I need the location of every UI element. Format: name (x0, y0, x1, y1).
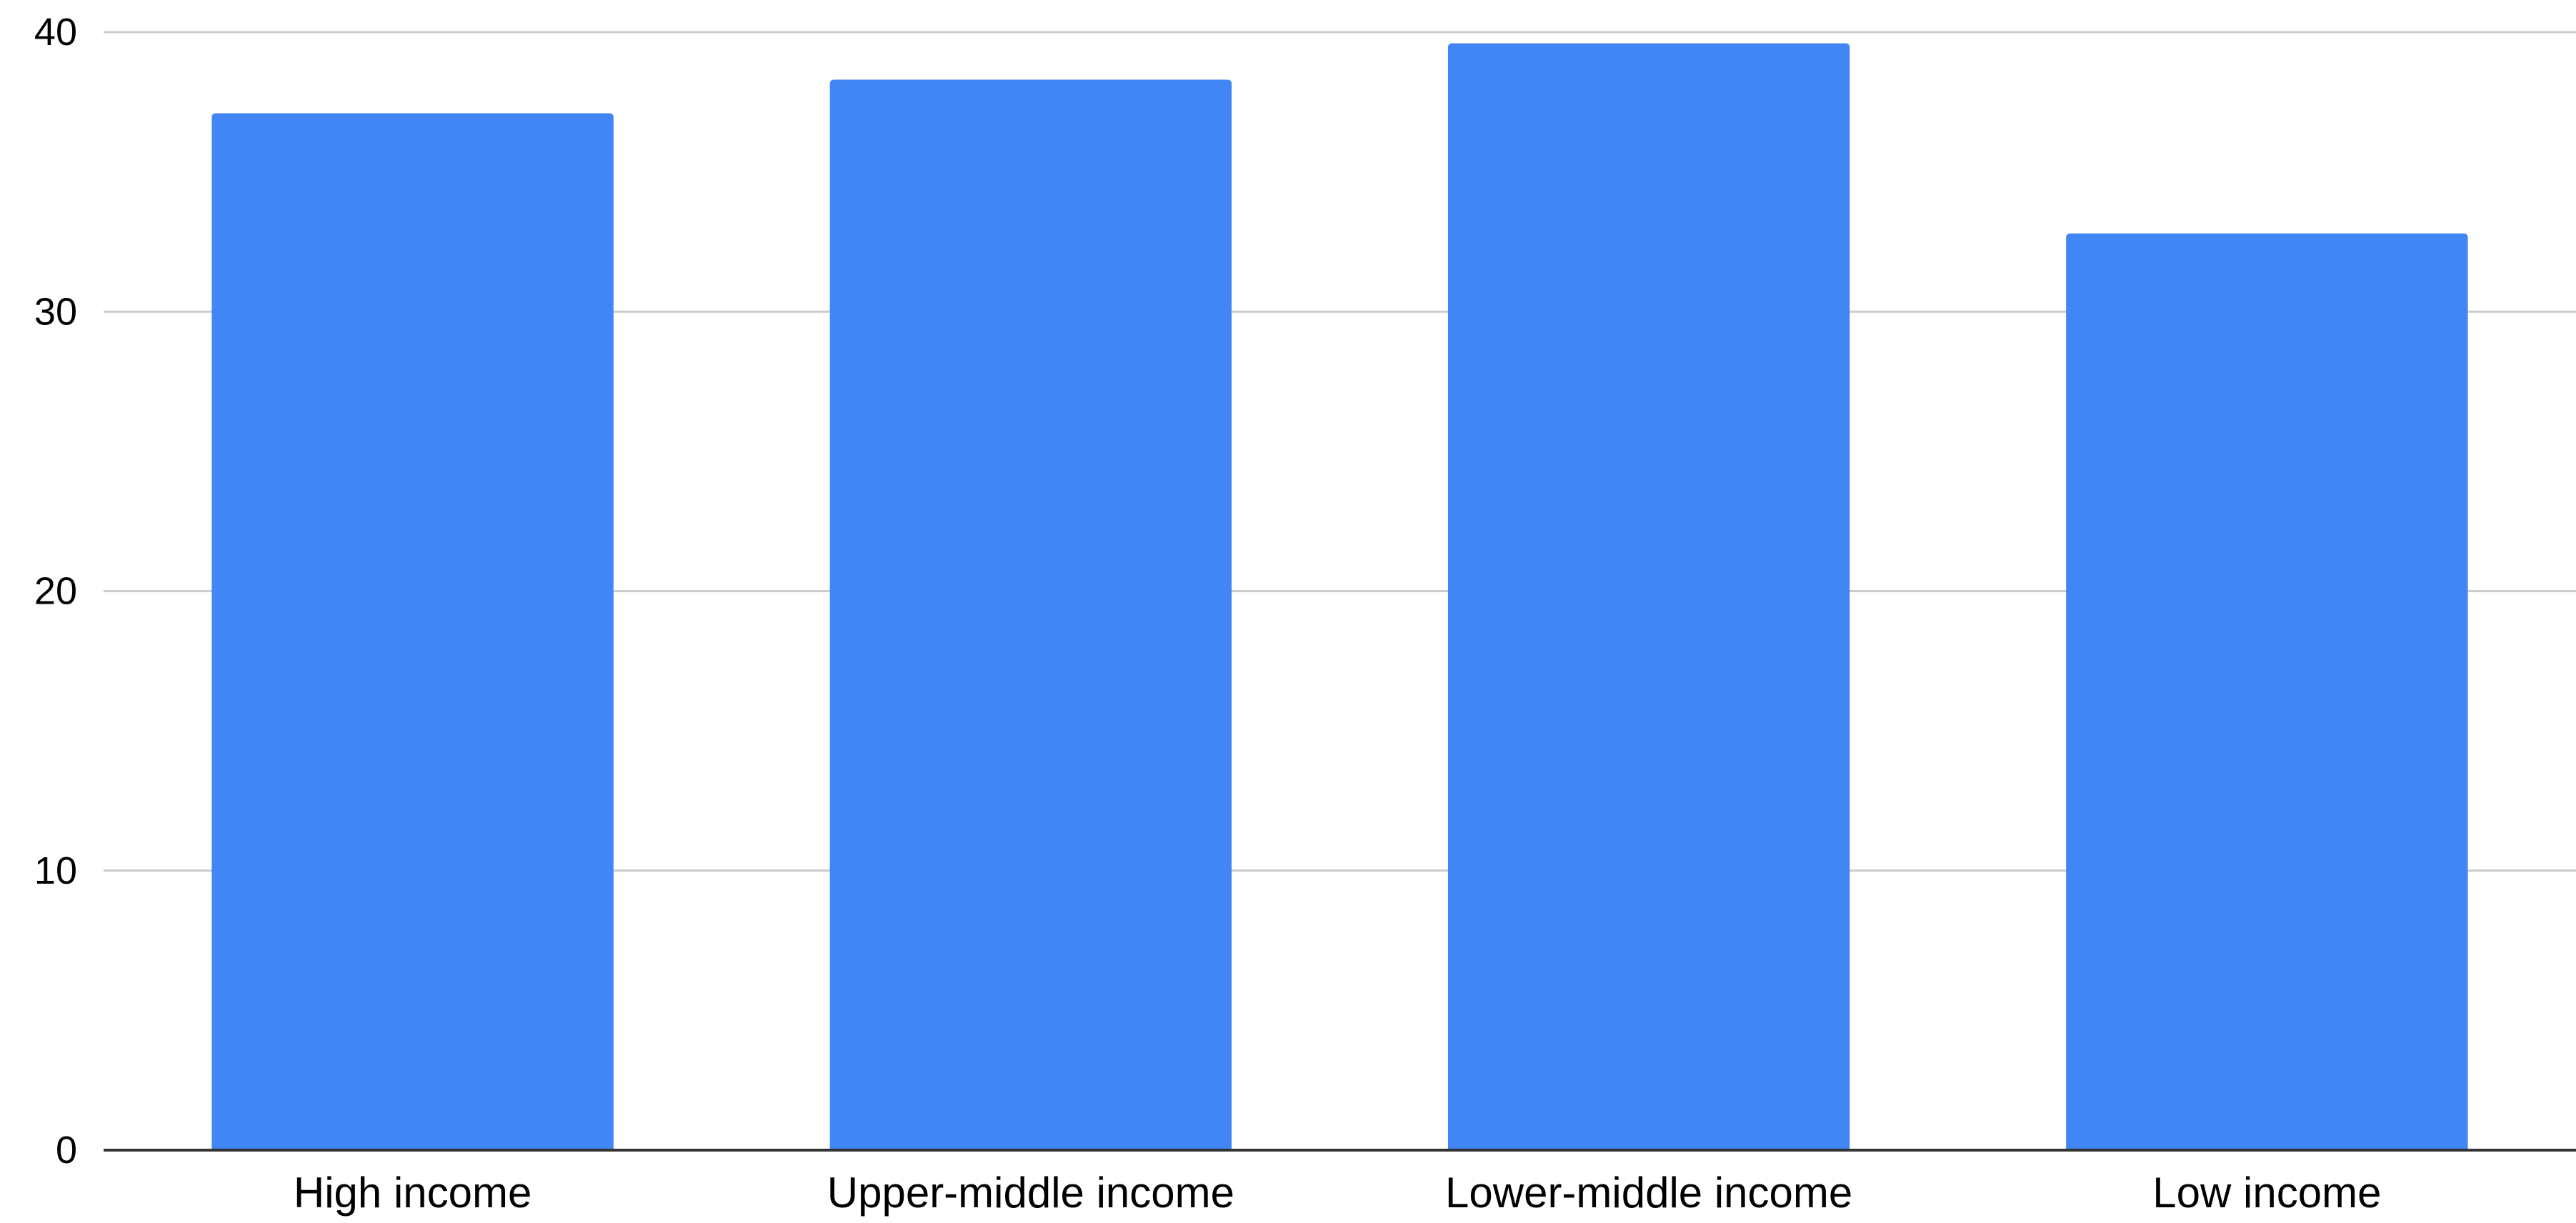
y-tick-labels: 0 10 20 30 40 (34, 11, 77, 1172)
x-category-label: Upper-middle income (827, 1169, 1234, 1217)
bar-low-income[interactable] (2066, 233, 2468, 1151)
x-category-labels: High income Upper-middle income Lower-midd… (294, 1169, 2382, 1217)
x-category-label: Low income (2152, 1169, 2381, 1217)
bar-high-income[interactable] (211, 113, 614, 1150)
y-tick-label: 20 (34, 570, 77, 613)
bar-lower-middle-income[interactable] (1447, 43, 1850, 1150)
bar-upper-middle-income[interactable] (829, 79, 1232, 1151)
bars (211, 43, 2468, 1151)
x-category-label: Lower-middle income (1445, 1169, 1852, 1217)
y-tick-label: 40 (34, 11, 77, 54)
y-tick-label: 10 (34, 849, 77, 892)
x-category-label: High income (294, 1169, 532, 1217)
y-tick-label: 0 (56, 1129, 77, 1172)
y-tick-label: 30 (34, 290, 77, 333)
